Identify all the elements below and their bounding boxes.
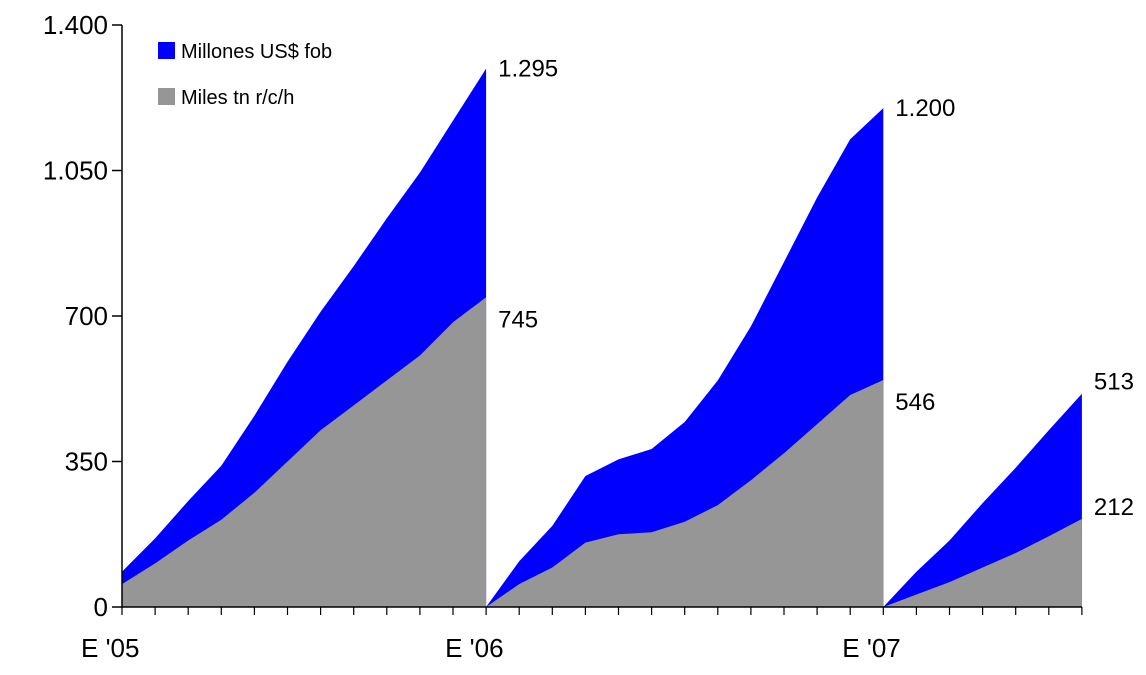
data-label-usd: 1.295	[498, 56, 558, 83]
y-tick-label: 1.050	[43, 156, 108, 186]
area-tn-segment-2	[486, 380, 884, 607]
area-tn-segment-3	[883, 518, 1082, 607]
data-label-tn: 745	[498, 306, 538, 333]
legend-swatch-tn	[158, 88, 175, 105]
area-tn-segment-1	[122, 297, 487, 607]
y-tick-label: 0	[94, 592, 108, 622]
x-tick-label: E '06	[445, 633, 503, 663]
x-tick-label: E '07	[842, 633, 900, 663]
y-tick-label: 700	[65, 301, 108, 331]
legend-label-tn: Miles tn r/c/h	[181, 87, 294, 109]
legend-label-usd: Millones US$ fob	[181, 41, 332, 63]
chart-areas	[122, 68, 1082, 608]
data-label-usd: 513	[1094, 369, 1134, 396]
y-axis-ticks: 0 350 700 1.050 1.400	[43, 10, 122, 622]
y-tick-label: 1.400	[43, 10, 108, 40]
data-label-tn: 546	[895, 389, 935, 416]
data-label-tn: 212	[1094, 494, 1134, 521]
legend: Millones US$ fob Miles tn r/c/h	[158, 41, 332, 109]
legend-swatch-usd	[158, 42, 175, 59]
data-label-usd: 1.200	[895, 95, 955, 122]
y-tick-label: 350	[65, 447, 108, 477]
data-labels: 1.295 745 1.200 546 513 212	[498, 56, 1134, 521]
x-tick-label: E '05	[81, 633, 139, 663]
x-axis-ticks: E '05 E '06 E '07	[81, 607, 1083, 663]
